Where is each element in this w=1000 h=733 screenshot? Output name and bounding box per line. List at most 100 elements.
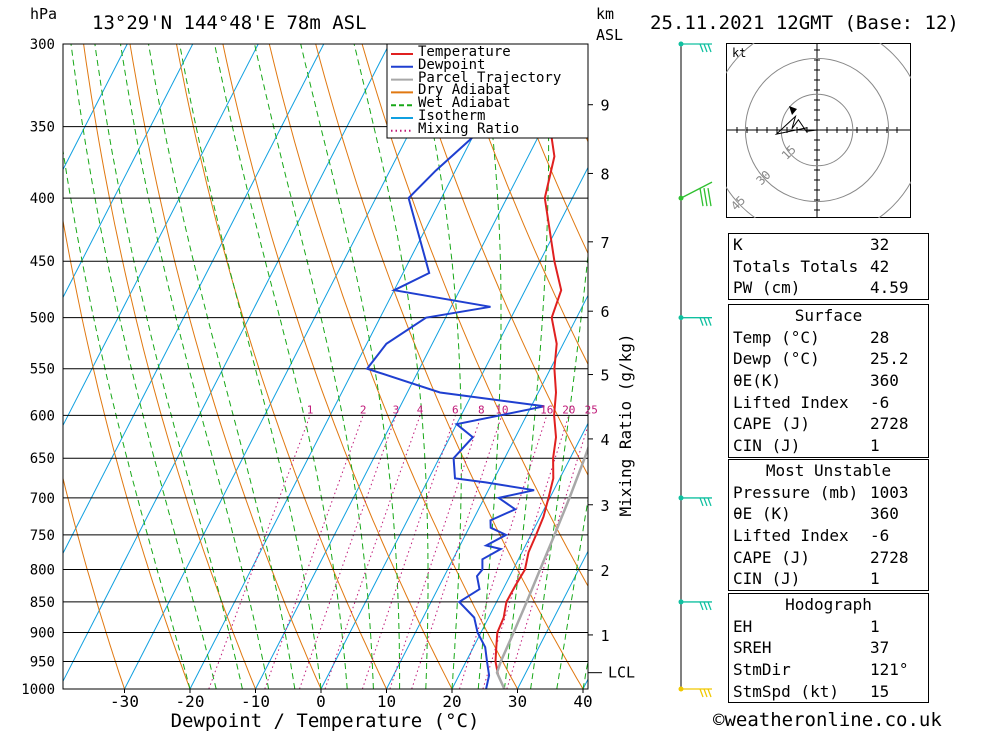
isotherm-line	[320, 166, 588, 689]
table-row: EH 1	[729, 616, 928, 638]
surface-table: Surface Temp (°C) 28 Dewp (°C) 25.2 θE(K) 360…	[728, 304, 929, 458]
temperature-profile	[494, 44, 563, 689]
dry-adiabat-line	[966, 44, 1000, 689]
pressure-tick-label: 850	[30, 595, 55, 611]
table-row: Lifted Index -6	[729, 525, 928, 547]
table-row: Totals Totals 42	[729, 256, 928, 278]
legend-entry: Dewpoint	[418, 56, 486, 73]
height-km-label: 2	[600, 562, 609, 580]
table-row: CAPE (J) 2728	[729, 547, 928, 569]
height-km-label: 5	[600, 367, 609, 385]
table-row: θE(K) 360	[729, 370, 928, 392]
indices-table: K 32 Totals Totals 42 PW (cm) 4.59	[728, 233, 929, 301]
wind-barb-feather	[699, 317, 704, 326]
row-value: -6	[870, 392, 890, 412]
mixing-ratio-line	[506, 424, 588, 689]
x-axis-title: Dewpoint / Temperature (°C)	[171, 710, 480, 732]
row-label: Lifted Index	[733, 526, 849, 546]
row-value: 360	[870, 504, 899, 524]
wind-barb-feather	[699, 688, 704, 698]
row-label: PW (cm)	[733, 278, 801, 298]
isotherm-line	[255, 44, 587, 689]
height-km-label: 9	[600, 97, 609, 115]
pressure-tick-label: 900	[30, 626, 55, 642]
table-row: PW (cm) 4.59	[729, 277, 928, 299]
table-row: Dewp (°C) 25.2	[729, 348, 928, 370]
wind-barb-feather	[699, 601, 704, 611]
isotherm-line	[517, 550, 588, 689]
wind-barb-feather	[707, 188, 712, 207]
x-tick-label: 0	[316, 692, 326, 711]
legend-entry: Dry Adiabat	[418, 82, 511, 99]
wet-adiabat-line	[148, 44, 296, 689]
pressure-tick-label: 450	[30, 254, 55, 270]
row-label: SREH	[733, 638, 772, 658]
row-value: 1003	[870, 482, 909, 502]
isotherm-line	[63, 44, 390, 683]
row-value: -6	[870, 526, 890, 546]
table-row: StmDir 121°	[729, 659, 928, 681]
lcl-label: LCL	[608, 664, 635, 682]
table-row: StmSpd (kt) 15	[729, 681, 928, 703]
table-row: SREH 37	[729, 637, 928, 659]
row-label: K	[733, 235, 743, 254]
surface-title: Surface	[794, 306, 863, 325]
chart-legend: Temperature Dewpoint Parcel Trajectory Dry …	[418, 44, 561, 136]
row-label: StmDir	[733, 660, 791, 680]
wind-barb-feather	[699, 497, 704, 507]
mixing-ratio-line	[324, 415, 421, 689]
legend-entry: Wet Adiabat	[418, 95, 511, 112]
dry-adiabat-line	[919, 44, 1000, 689]
height-unit-label: km	[596, 5, 615, 23]
table-row: θE (K) 360	[729, 503, 928, 525]
mixing-ratio-label: 10	[495, 403, 508, 416]
x-tick-label: 10	[377, 692, 396, 711]
dry-adiabat-line	[63, 218, 191, 689]
legend-entry: Temperature	[418, 44, 511, 60]
wet-adiabat-line	[94, 44, 243, 689]
mixing-ratio-line	[411, 415, 503, 689]
wind-barb-shaft	[680, 181, 713, 199]
wet-adiabat-line	[70, 44, 217, 689]
row-label: Lifted Index	[733, 392, 849, 412]
mixing-ratio-label: 16	[540, 403, 553, 416]
height-km-label: 6	[600, 303, 609, 321]
isotherm-line	[386, 294, 588, 689]
mixing-ratio-label: 20	[562, 403, 575, 416]
pressure-tick-label: 800	[30, 562, 55, 578]
wet-adiabat-line	[120, 44, 270, 689]
isotherm-line	[124, 44, 456, 689]
row-label: Pressure (mb)	[733, 482, 859, 502]
pressure-tick-label: 300	[30, 37, 55, 53]
row-value: 32	[870, 235, 890, 254]
hodograph-title: Hodograph	[785, 595, 872, 614]
row-value: 1	[870, 569, 880, 589]
height-km-label: 4	[600, 431, 609, 449]
pressure-tick-label: 750	[30, 528, 55, 544]
dewpoint-profile	[365, 44, 588, 689]
row-value: 1	[870, 436, 880, 456]
height-km-label: 1	[600, 627, 609, 645]
storm-motion-marker	[789, 106, 797, 115]
mixing-ratio-label: 4	[417, 403, 424, 416]
row-label: CIN (J)	[733, 569, 801, 589]
wet-adiabat-line	[300, 44, 401, 689]
legend-box	[386, 43, 589, 139]
row-value: 1	[870, 616, 880, 636]
dry-adiabat-line	[454, 44, 588, 366]
height-km-label: 7	[600, 234, 609, 252]
row-value: 4.59	[870, 278, 909, 298]
wind-barb-feather	[707, 688, 712, 698]
table-row: Temp (°C) 28	[729, 327, 928, 349]
row-value: 2728	[870, 414, 909, 434]
most-unstable-title: Most Unstable	[765, 461, 892, 480]
wind-barb-feather	[707, 601, 712, 611]
dry-adiabat-line	[83, 44, 256, 689]
pressure-tick-label: 950	[30, 655, 55, 671]
pressure-tick-label: 1000	[21, 682, 55, 698]
mixing-ratio-axis-title: Mixing Ratio (g/kg)	[616, 333, 635, 516]
pressure-tick-label: 350	[30, 120, 55, 136]
wind-barb-feather	[699, 43, 704, 53]
pressure-tick-label: 550	[30, 362, 55, 378]
